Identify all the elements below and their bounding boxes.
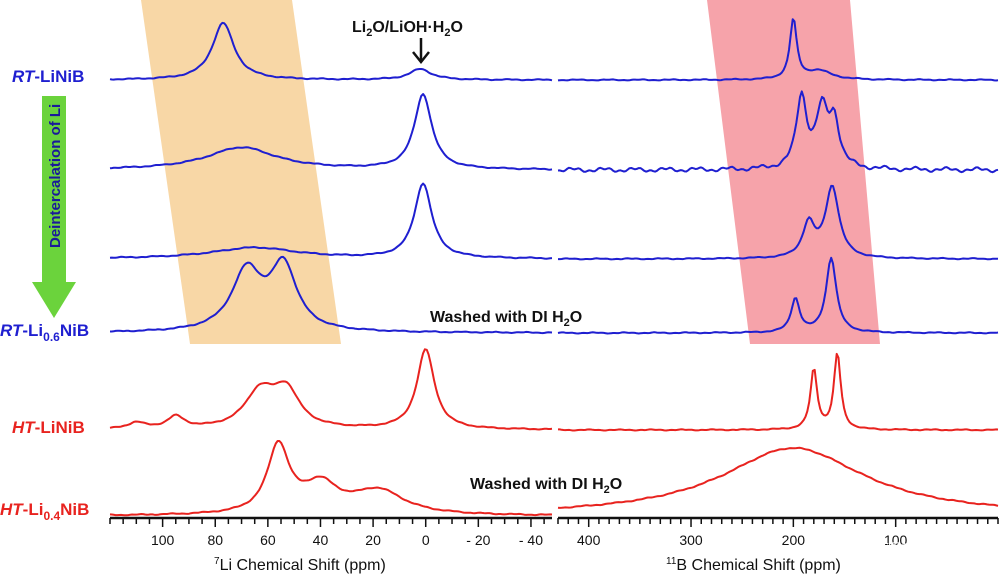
spectrum-li-2 bbox=[109, 182, 553, 260]
label-ht-linib: HT-LiNiB bbox=[12, 418, 85, 437]
spectra-layer bbox=[109, 18, 999, 517]
li-tick-label: 60 bbox=[260, 532, 276, 548]
b-tick-label: 300 bbox=[679, 532, 703, 548]
li-tick-label: 40 bbox=[313, 532, 329, 548]
li-highlight-band bbox=[141, 0, 341, 344]
deintercalation-arrow bbox=[32, 96, 76, 318]
label-rt-linib: RT-LiNiB bbox=[12, 67, 84, 86]
spectrum-b-1 bbox=[557, 90, 999, 174]
li-tick-label: - 20 bbox=[466, 532, 490, 548]
b-axis-title: 11B Chemical Shift (ppm) bbox=[666, 556, 841, 574]
li-tick-label: 100 bbox=[151, 532, 175, 548]
spectrum-b-2 bbox=[558, 184, 999, 261]
li-axis-title: 7Li Chemical Shift (ppm) bbox=[214, 556, 386, 574]
li-tick-label: 20 bbox=[365, 532, 381, 548]
spectrum-li-1 bbox=[109, 93, 553, 171]
li-tick-label: - 40 bbox=[519, 532, 543, 548]
watermark: 头条 @能源学人 bbox=[810, 541, 934, 561]
spectrum-b-3 bbox=[557, 256, 999, 335]
b-highlight-band bbox=[707, 0, 880, 344]
spectrum-li-3 bbox=[110, 255, 553, 335]
spectrum-b-0 bbox=[557, 18, 999, 82]
spectrum-li-4 bbox=[109, 348, 553, 431]
b-tick-label: 400 bbox=[577, 532, 601, 548]
spectrum-li-5 bbox=[109, 440, 553, 517]
b-tick-label: 100 bbox=[884, 532, 908, 548]
li-tick-label: 80 bbox=[207, 532, 223, 548]
axes-layer: 100 80 60 40 20 0- 20- 40 400 300 200 100 bbox=[109, 516, 999, 548]
spectrum-b-4 bbox=[558, 352, 999, 432]
li2o-lioh-annotation: Li2O/LiOH·H2O bbox=[352, 19, 463, 39]
b-tick-label: 200 bbox=[782, 532, 806, 548]
label-ht-li04nib: HT-Li0.4NiB bbox=[0, 500, 89, 523]
spectrum-li-0 bbox=[109, 21, 553, 82]
label-rt-li06nib: RT-Li0.6NiB bbox=[0, 321, 89, 344]
li-tick-label: 0 bbox=[422, 532, 430, 548]
washed-annotation-rt: Washed with DI H2O bbox=[430, 309, 582, 329]
deintercalation-label: Deintercalation of Li bbox=[47, 104, 64, 248]
spectrum-b-5 bbox=[557, 446, 999, 509]
washed-annotation-ht: Washed with DI H2O bbox=[470, 476, 622, 496]
li2o-pointer-arrow bbox=[412, 38, 430, 65]
